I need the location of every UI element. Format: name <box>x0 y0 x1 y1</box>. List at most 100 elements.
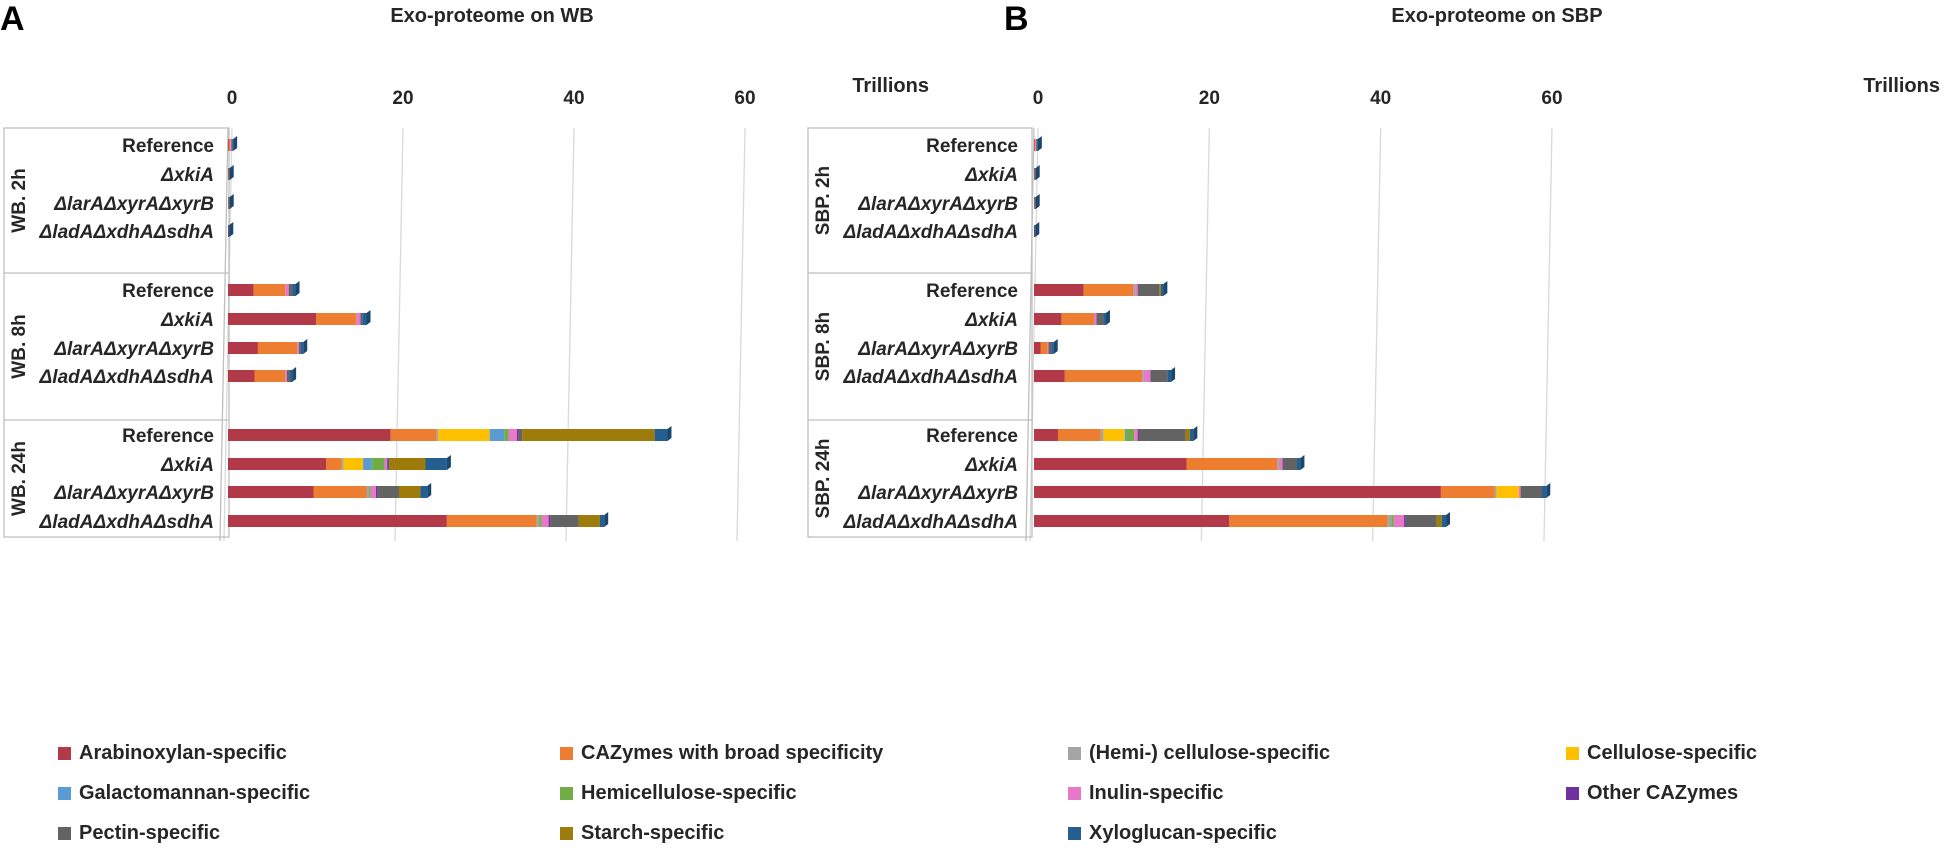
category-label: ΔxkiA <box>160 310 214 331</box>
bar-segment <box>436 429 439 441</box>
bar-end-cap <box>446 455 451 470</box>
legend-item-hemi-cellulose: (Hemi-) cellulose-specific <box>1068 738 1330 768</box>
category-label: ΔlarAΔxyrAΔxyrB <box>857 483 1018 504</box>
bar-segment <box>356 313 361 325</box>
gridline <box>223 127 233 542</box>
bar-segment <box>1034 313 1062 325</box>
bar-segment <box>1051 342 1054 354</box>
panel-letter-b: B <box>1004 0 1029 38</box>
gridline <box>565 127 575 542</box>
stacked-bar <box>228 194 234 209</box>
bar-segment <box>228 225 230 237</box>
stacked-bar <box>1034 165 1040 180</box>
stacked-bar <box>1034 310 1110 325</box>
category-label: ΔladAΔxdhAΔsdhA <box>843 367 1018 388</box>
bar-segment <box>1185 429 1190 441</box>
bar-end-cap <box>604 512 609 527</box>
bar-segment <box>228 515 447 527</box>
bar-end-cap <box>1300 455 1305 470</box>
bar-segment <box>489 429 505 441</box>
bar-segment <box>387 458 390 470</box>
tick-label: 0 <box>227 88 238 109</box>
bar-segment <box>522 429 655 441</box>
legend-label: Cellulose-specific <box>1587 741 1758 764</box>
legend-swatch <box>1566 746 1579 760</box>
legend-label: Starch-specific <box>581 821 725 844</box>
stacked-bar <box>228 222 234 237</box>
bar-segment <box>1047 342 1049 354</box>
legend-label: (Hemi-) cellulose-specific <box>1089 741 1331 764</box>
tick-label: 20 <box>392 88 413 109</box>
bar-segment <box>446 515 537 527</box>
unit-label-a: Trillions <box>852 75 929 97</box>
bar-segment <box>1034 515 1230 527</box>
bar-segment <box>300 342 304 354</box>
bar-segment <box>1134 429 1138 441</box>
bar-segment <box>1064 370 1142 382</box>
bar-end-cap <box>1105 310 1110 325</box>
legend-label: Pectin-specific <box>79 821 221 844</box>
bar-end-cap <box>1546 483 1551 498</box>
chart-title-a: Exo-proteome on WB <box>390 5 593 27</box>
bar-segment <box>370 486 376 498</box>
bar-segment <box>1034 168 1036 180</box>
bar-segment <box>366 486 370 498</box>
tick-label: 40 <box>1370 88 1391 109</box>
gridline <box>394 127 404 542</box>
bar-segment <box>1277 458 1280 470</box>
bar-segment <box>1061 313 1094 325</box>
bar-segment <box>1034 370 1065 382</box>
bar-segment <box>1034 139 1035 151</box>
bar-segment <box>254 370 286 382</box>
bar-segment <box>425 458 447 470</box>
bar-end-cap <box>303 339 308 354</box>
bar-segment <box>1100 429 1104 441</box>
unit-label-b: Trillions <box>1863 75 1940 97</box>
bar-segment <box>228 458 327 470</box>
bar-segment <box>1103 313 1106 325</box>
bar-segment <box>1083 284 1134 296</box>
stacked-bar <box>228 281 300 296</box>
bar-segment <box>231 139 233 151</box>
panel-a: A Exo-proteome on WB Trillions 0 20 40 60 WB… <box>0 0 929 542</box>
bar-end-cap <box>1053 339 1058 354</box>
category-label: ΔlarAΔxyrAΔxyrB <box>53 339 214 360</box>
legend-label: CAZymes with broad specificity <box>581 741 884 764</box>
panel-b: B Exo-proteome on SBP Trillions 0 20 40 60 S… <box>807 0 1940 542</box>
bar-segment <box>1036 139 1037 151</box>
bar-segment <box>228 225 229 237</box>
category-label: Reference <box>926 281 1018 302</box>
stacked-bar <box>1034 222 1040 237</box>
bar-segment <box>298 342 301 354</box>
group-label: SBP. 2h <box>813 166 834 235</box>
bar-segment <box>1393 515 1405 527</box>
bar-segment <box>228 284 254 296</box>
category-label: Reference <box>926 426 1018 447</box>
stacked-bar <box>228 136 238 151</box>
legend-swatch <box>1566 786 1579 800</box>
legend-label: Other CAZymes <box>1587 781 1739 804</box>
value-axis-line <box>219 127 229 542</box>
bar-segment <box>390 429 437 441</box>
bar-segment <box>377 486 399 498</box>
bar-end-cap <box>233 136 238 151</box>
bar-end-cap <box>229 165 234 180</box>
bar-segment <box>228 197 230 209</box>
bar-segment <box>384 458 388 470</box>
bar-segment <box>1496 486 1519 498</box>
bar-segment <box>1103 429 1125 441</box>
category-label: Reference <box>122 426 214 447</box>
bar-segment <box>504 429 509 441</box>
bar-segment <box>228 370 255 382</box>
bar-segment <box>1542 486 1547 498</box>
bar-segment <box>399 486 421 498</box>
legend-item-arabinoxylan: Arabinoxylan-specific <box>58 738 287 768</box>
bar-segment <box>1093 313 1097 325</box>
category-label: ΔlarAΔxyrAΔxyrB <box>857 339 1018 360</box>
bar-segment <box>228 313 317 325</box>
bar-segment <box>1034 168 1035 180</box>
legend-label: Hemicellulose-specific <box>581 781 797 804</box>
bar-segment <box>1391 515 1394 527</box>
gridline <box>736 127 746 542</box>
